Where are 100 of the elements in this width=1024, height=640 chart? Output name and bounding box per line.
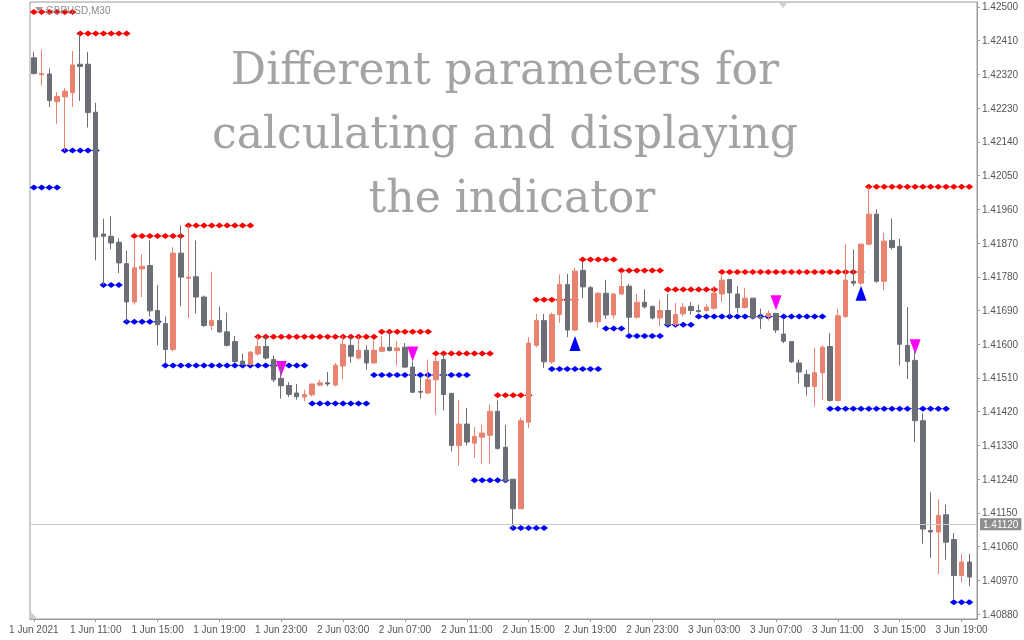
candlestick (418, 377, 423, 400)
candlestick (518, 417, 524, 510)
candlestick (47, 67, 52, 108)
candlestick (920, 413, 926, 545)
text: Different parameters for calculating and displaying the indicator (212, 42, 812, 222)
candlestick (812, 347, 817, 407)
y-tick-label: 1.41960 (982, 203, 1019, 215)
point (407, 346, 419, 362)
candlestick (62, 87, 68, 151)
candlestick (278, 363, 284, 400)
y-tick-label: 1.41690 (982, 305, 1019, 316)
candlestick (796, 359, 802, 384)
y-tick-label: 1.42050 (982, 170, 1019, 182)
candlestick (874, 208, 879, 284)
x-tick-label: 2 Jun 19:00 (564, 623, 618, 635)
candlestick (333, 362, 338, 387)
x-tick-label: 1 Jun 23:00 (255, 623, 308, 635)
candlestick (456, 399, 462, 467)
point (855, 285, 867, 301)
x-tick-label: 2 Jun 15:00 (502, 623, 556, 635)
y-tick-label: 1.41420 (982, 406, 1019, 418)
x-tick-label: 3 Jun 07:00 (749, 623, 803, 635)
candlestick (827, 332, 833, 403)
x-tick-label: 3 Jun 15:00 (873, 623, 927, 635)
candlestick (302, 389, 307, 402)
candlestick (387, 331, 392, 352)
candlestick (735, 285, 740, 314)
candlestick (31, 51, 37, 75)
candlestick (727, 278, 732, 317)
candlestick (108, 215, 114, 250)
candlestick (479, 424, 485, 465)
point (770, 295, 782, 311)
candlestick (549, 312, 555, 365)
candlestick (943, 504, 949, 561)
point (569, 335, 581, 351)
candlestick (139, 253, 145, 298)
candlestick (193, 239, 199, 314)
x-tick-label: 2 Jun 03:00 (316, 623, 370, 635)
candlestick (804, 369, 810, 397)
candlestick (224, 312, 230, 347)
y-tick-label: 1.41870 (982, 237, 1019, 249)
candlestick (835, 308, 841, 403)
y-tick-label: 1.42410 (982, 35, 1019, 47)
candlestick (967, 553, 972, 587)
x-tick-label: 1 Jun 11:00 (69, 623, 122, 635)
y-tick-label: 1.42230 (982, 102, 1019, 114)
candlestick (147, 239, 153, 317)
candlestick (286, 381, 292, 398)
candlestick (603, 279, 609, 320)
x-tick-label: 3 Jun 19:00 (935, 623, 989, 635)
point (909, 339, 921, 355)
y-tick-label: 1.41330 (982, 439, 1019, 451)
y-tick-label: 1.41060 (982, 541, 1019, 553)
candlestick (317, 379, 323, 387)
candlestick (449, 392, 454, 452)
candlestick (642, 288, 647, 310)
candlestick (680, 302, 686, 317)
y-tick-label: 1.42320 (982, 68, 1019, 80)
candlestick (905, 306, 910, 380)
y-tick-label: 1.40970 (982, 574, 1019, 586)
candlestick (704, 304, 709, 313)
candlestick (866, 186, 872, 246)
candlestick (889, 218, 895, 250)
candlestick (201, 295, 207, 328)
candlestick (820, 344, 825, 401)
y-tick-label: 1.41510 (982, 372, 1019, 384)
candlestick (472, 426, 477, 459)
x-tick-label: 1 Jun 19:00 (193, 623, 246, 635)
y-tick-label: 1.41240 (982, 473, 1019, 485)
y-tick-label: 1.42140 (982, 136, 1019, 148)
x-tick-label: 2 Jun 07:00 (378, 623, 432, 635)
candlestick (789, 341, 794, 364)
x-tick-label: 1 Jun 15:00 (131, 623, 185, 635)
candlestick (696, 304, 701, 314)
candlestick (534, 313, 539, 348)
candlestick (294, 383, 299, 401)
x-tick-label: 1 Jun 2021 (9, 623, 60, 635)
candlestick (657, 299, 663, 327)
candlestick (634, 293, 640, 320)
y-tick-label: 1.40880 (982, 608, 1019, 620)
candlestick (54, 91, 60, 125)
candlestick (951, 532, 957, 600)
candlestick (495, 399, 500, 451)
candlestick (379, 335, 385, 353)
x-tick-label: 3 Jun 03:00 (688, 623, 741, 635)
candlestick (209, 271, 214, 331)
candlestick (688, 301, 694, 316)
candlestick (928, 491, 933, 559)
ref-line-label: 1.41120 (983, 518, 1019, 530)
candlestick (85, 51, 91, 129)
x-tick-label: 2 Jun 11:00 (441, 623, 493, 635)
candlestick (464, 407, 470, 446)
y-tick-label: 1.41780 (982, 271, 1019, 283)
candlestick (588, 285, 593, 324)
candlestick (170, 246, 176, 352)
candlestick (541, 313, 547, 369)
y-tick-label: 1.41150 (982, 507, 1018, 519)
candlestick (394, 340, 400, 367)
annotation: GBPUSD,M30 (46, 4, 111, 16)
candlestick (487, 404, 493, 465)
